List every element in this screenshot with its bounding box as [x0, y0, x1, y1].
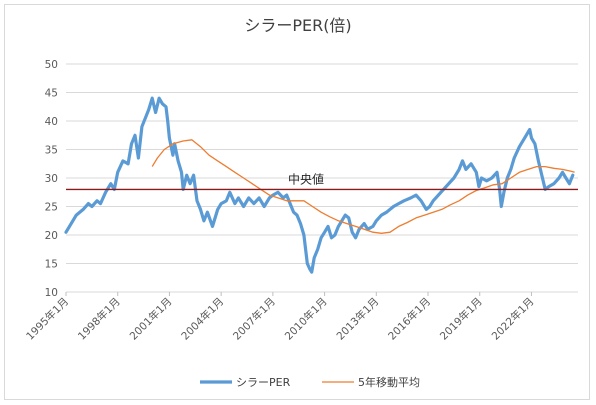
- series-line-shiller-per: [64, 96, 575, 274]
- x-tick-label: 2022年1月: [489, 295, 537, 343]
- y-tick-label: 10: [45, 287, 58, 299]
- legend-label-shiller-per: シラーPER: [236, 376, 291, 389]
- y-tick-label: 30: [45, 173, 58, 185]
- x-tick-label: 1995年1月: [23, 295, 71, 343]
- y-tick-label: 40: [45, 116, 58, 128]
- y-tick-label: 50: [45, 59, 58, 71]
- x-tick-label: 2019年1月: [437, 295, 485, 343]
- x-tick-label: 2001年1月: [127, 295, 175, 343]
- y-tick-label: 35: [45, 145, 58, 157]
- x-tick-label: 2010年1月: [282, 295, 330, 343]
- x-tick-label: 2016年1月: [385, 295, 433, 343]
- x-tick-label: 2004年1月: [179, 295, 227, 343]
- x-tick-label: 2007年1月: [230, 295, 278, 343]
- legend-label-5yr-moving-average: 5年移動平均: [358, 375, 420, 389]
- y-tick-label: 45: [45, 88, 58, 100]
- y-tick-label: 20: [45, 230, 58, 242]
- median-label: 中央値: [288, 171, 324, 186]
- chart-title: シラーPER(倍): [244, 16, 351, 35]
- x-tick-label: 2013年1月: [334, 295, 382, 343]
- y-tick-label: 25: [45, 202, 58, 214]
- x-tick-label: 1998年1月: [75, 295, 123, 343]
- y-tick-label: 15: [45, 259, 58, 271]
- series-line-5yr-moving-average: [151, 139, 575, 234]
